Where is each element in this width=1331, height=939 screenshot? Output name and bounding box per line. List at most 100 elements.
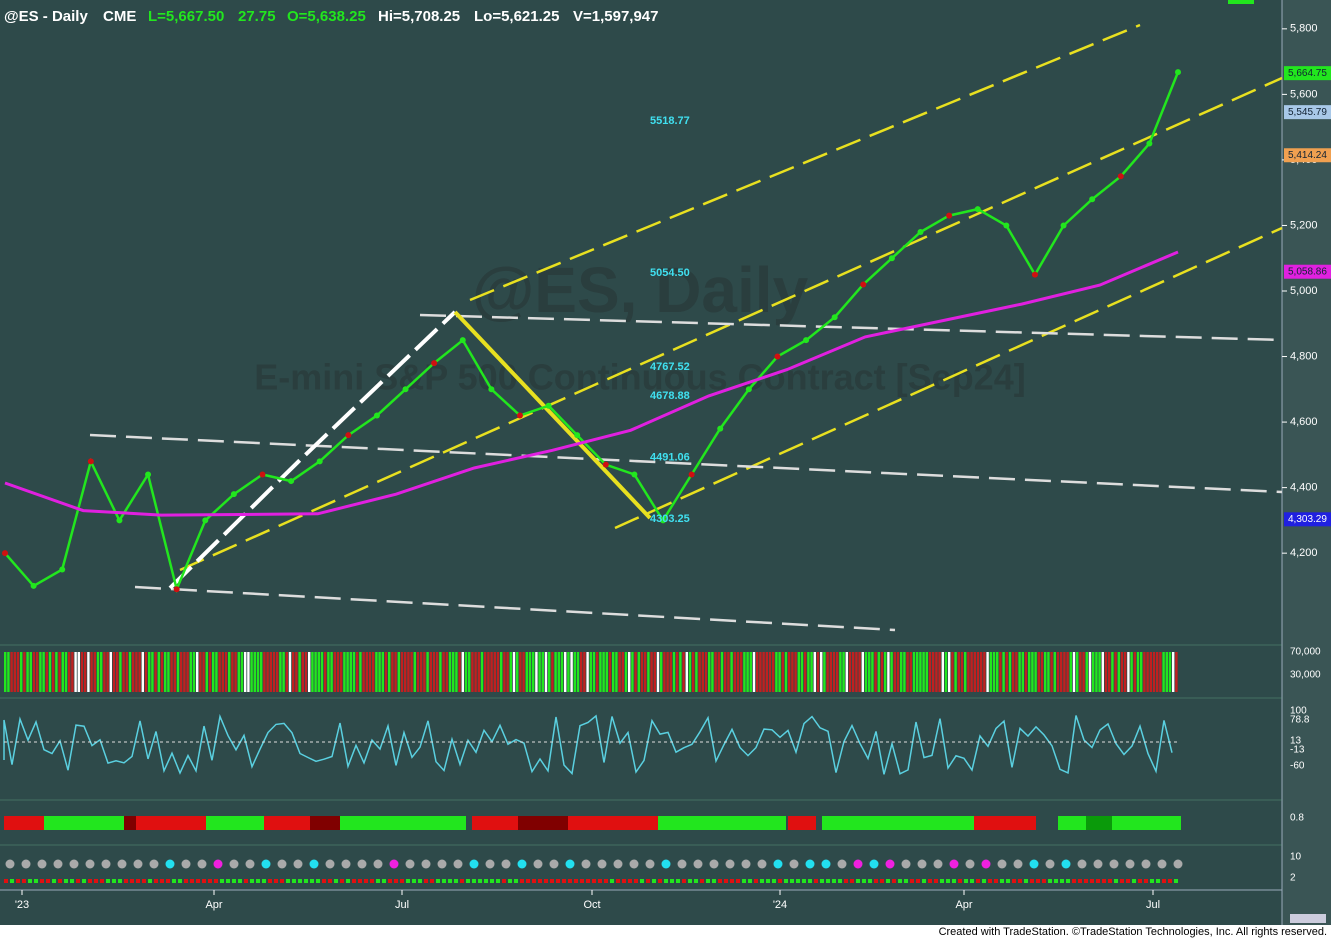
- volume-stripe: [106, 652, 109, 692]
- signal-stripe: [442, 879, 446, 883]
- volume-stripe: [1056, 652, 1060, 692]
- price-point: [1031, 271, 1038, 278]
- signal-dot: [693, 859, 703, 869]
- price-point: [488, 386, 495, 393]
- signal-stripe: [610, 879, 614, 883]
- price-point: [202, 517, 209, 524]
- status-indicator: [1228, 0, 1254, 4]
- volume-stripe: [948, 652, 951, 692]
- volume-stripe: [576, 652, 580, 692]
- signal-stripe: [1042, 879, 1046, 883]
- signal-dot: [405, 859, 415, 869]
- trend-bar: [4, 816, 44, 830]
- volume-stripe: [733, 652, 736, 692]
- signal-stripe: [820, 879, 824, 883]
- signal-dot: [853, 859, 863, 869]
- signal-stripe: [220, 879, 224, 883]
- volume-stripe: [586, 652, 589, 692]
- signal-dot: [1141, 859, 1151, 869]
- price-point: [774, 353, 781, 360]
- volume-stripe: [743, 652, 746, 692]
- volume-stripe: [989, 652, 992, 692]
- signal-dot: [661, 859, 671, 869]
- signal-stripe: [1108, 879, 1112, 883]
- volume-stripe: [736, 652, 740, 692]
- trend-bar: [974, 816, 1036, 830]
- signal-dot: [1077, 859, 1087, 869]
- price-point: [1089, 196, 1096, 203]
- signal-stripe: [1138, 879, 1142, 883]
- signal-stripe: [1012, 879, 1016, 883]
- volume-stripe: [324, 652, 327, 692]
- signal-stripe: [736, 879, 740, 883]
- signal-stripe: [868, 879, 872, 883]
- signal-stripe: [706, 879, 710, 883]
- volume-stripe: [685, 652, 688, 692]
- price-point: [259, 471, 266, 478]
- volume-stripe: [151, 652, 154, 692]
- volume-stripe: [1072, 652, 1076, 692]
- trend-bar: [264, 816, 310, 830]
- volume-stripe: [279, 652, 282, 692]
- signal-stripe: [298, 879, 302, 883]
- last: L=5,667.50: [148, 8, 224, 25]
- volume-stripe: [381, 652, 384, 692]
- volume-stripe: [781, 652, 784, 692]
- volume-stripe: [132, 652, 135, 692]
- price-point: [516, 412, 523, 419]
- price-point: [459, 337, 466, 344]
- signal-stripe: [1144, 879, 1148, 883]
- volume-stripe: [263, 652, 266, 692]
- high: Hi=5,708.25: [378, 8, 460, 25]
- volume-stripe: [176, 652, 180, 692]
- signal-stripe: [880, 879, 884, 883]
- volume-stripe: [1066, 652, 1069, 692]
- volume-stripe: [298, 652, 301, 692]
- volume-stripe: [423, 652, 426, 692]
- volume-stripe: [282, 652, 285, 692]
- channel-line: [614, 226, 1283, 530]
- volume-stripe: [1002, 652, 1005, 692]
- y-tick-label: 5,800: [1290, 23, 1318, 35]
- volume-stripe: [810, 652, 813, 692]
- volume-stripe: [797, 652, 800, 692]
- volume-stripe: [1130, 652, 1133, 692]
- volume-stripe: [429, 652, 432, 692]
- signal-dot: [357, 859, 367, 869]
- volume-stripe: [640, 652, 644, 692]
- signal-dot: [117, 859, 127, 869]
- signal-stripe: [1000, 879, 1004, 883]
- volume-stripe: [1005, 652, 1008, 692]
- volume-stripe: [96, 652, 100, 692]
- signal-stripe: [526, 879, 530, 883]
- volume-stripe: [1085, 652, 1088, 692]
- signal-dot: [533, 859, 543, 869]
- volume-stripe: [845, 652, 848, 692]
- signal-stripe: [82, 879, 86, 883]
- scroll-button[interactable]: [1290, 914, 1326, 923]
- volume-stripe: [509, 652, 512, 692]
- volume-stripe: [61, 652, 64, 692]
- signal-stripe: [364, 879, 368, 883]
- signal-stripe: [28, 879, 32, 883]
- signal-stripe: [40, 879, 44, 883]
- volume-stripe: [567, 652, 570, 692]
- signal-dot: [389, 859, 399, 869]
- panel-tick-label: -13: [1290, 745, 1305, 756]
- signal-stripe: [208, 879, 212, 883]
- volume-stripe: [202, 652, 205, 692]
- signal-stripe: [226, 879, 230, 883]
- volume-stripe: [832, 652, 836, 692]
- signal-stripe: [130, 879, 134, 883]
- x-tick-label: Jul: [395, 899, 409, 911]
- signal-stripe: [682, 879, 686, 883]
- volume-stripe: [784, 652, 788, 692]
- volume-stripe: [762, 652, 765, 692]
- signal-stripe: [652, 879, 656, 883]
- volume-stripe: [1120, 652, 1124, 692]
- volume-stripe: [701, 652, 704, 692]
- signal-dot: [325, 859, 335, 869]
- signal-stripe: [1168, 879, 1172, 883]
- volume-stripe: [932, 652, 935, 692]
- signal-dot: [789, 859, 799, 869]
